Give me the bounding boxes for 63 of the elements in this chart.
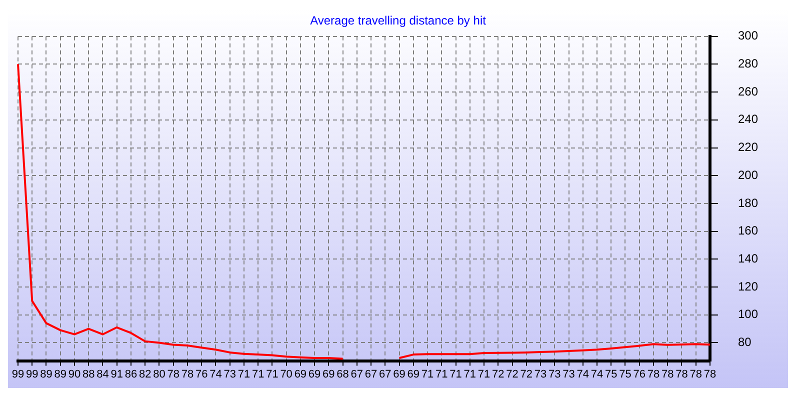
x-tick-label: 82 <box>138 368 152 380</box>
x-tick-label: 73 <box>224 368 236 380</box>
x-tick-label: 71 <box>436 368 448 380</box>
y-tick-label: 180 <box>738 196 758 210</box>
x-tick-label: 69 <box>407 368 420 380</box>
x-tick-label: 71 <box>252 368 264 380</box>
x-tick-label: 73 <box>534 368 547 380</box>
x-tick-label: 99 <box>12 368 24 380</box>
x-tick-label: 74 <box>590 368 604 380</box>
x-tick-label: 73 <box>562 368 575 380</box>
y-tick-label: 260 <box>738 84 758 98</box>
x-tick-label: 67 <box>379 368 392 380</box>
x-tick-label: 75 <box>619 368 632 380</box>
x-tick-label: 76 <box>633 368 646 380</box>
x-tick-label: 72 <box>506 368 518 380</box>
x-tick-label: 78 <box>647 368 660 380</box>
y-tick-label: 200 <box>738 168 758 182</box>
x-tick-label: 76 <box>195 368 208 380</box>
x-tick-label: 70 <box>280 368 292 380</box>
x-tick-label: 69 <box>393 368 406 380</box>
x-tick-label: 72 <box>492 368 504 380</box>
chart-title: Average travelling distance by hit <box>310 14 487 28</box>
x-tick-label: 71 <box>478 368 490 380</box>
x-tick-label: 69 <box>322 368 335 380</box>
x-tick-label: 69 <box>294 368 307 380</box>
x-tick-label: 78 <box>690 368 702 380</box>
x-tick-label: 84 <box>96 368 109 380</box>
x-tick-label: 67 <box>350 368 364 380</box>
x-tick-label: 89 <box>40 368 52 380</box>
x-tick-label: 71 <box>266 368 278 380</box>
x-tick-label: 91 <box>110 368 123 380</box>
x-tick-label: 69 <box>308 368 321 380</box>
x-tick-label: 67 <box>364 368 378 380</box>
x-tick-label: 71 <box>421 368 434 380</box>
x-tick-label: 80 <box>153 368 166 380</box>
y-tick-label: 220 <box>738 140 758 154</box>
y-tick-label: 100 <box>738 307 758 322</box>
x-tick-label: 73 <box>548 368 561 380</box>
x-tick-label: 89 <box>54 368 66 380</box>
x-tick-label: 78 <box>167 368 180 380</box>
x-tick-label: 78 <box>676 368 688 380</box>
y-tick-label: 280 <box>738 56 758 71</box>
x-tick-label: 74 <box>210 368 222 380</box>
x-tick-label: 86 <box>124 368 138 380</box>
y-tick-label: 240 <box>738 112 758 126</box>
y-tick-label: 120 <box>738 279 758 294</box>
x-tick-label: 78 <box>704 368 716 380</box>
x-tick-label: 71 <box>450 368 462 380</box>
x-tick-label: 71 <box>238 368 250 380</box>
x-tick-label: 88 <box>82 368 95 380</box>
x-tick-label: 74 <box>576 368 590 380</box>
x-tick-label: 68 <box>336 368 349 380</box>
x-tick-label: 71 <box>464 368 476 380</box>
y-tick-label: 160 <box>738 224 758 238</box>
x-tick-label: 90 <box>68 368 81 380</box>
y-tick-label: 140 <box>738 251 758 266</box>
y-tick-label: 80 <box>738 335 752 350</box>
x-tick-label: 72 <box>520 368 533 380</box>
x-tick-label: 78 <box>181 368 194 380</box>
x-tick-label: 75 <box>605 368 618 380</box>
y-tick-label: 300 <box>738 28 758 43</box>
x-tick-label: 99 <box>26 368 38 380</box>
x-tick-label: 78 <box>661 368 674 380</box>
